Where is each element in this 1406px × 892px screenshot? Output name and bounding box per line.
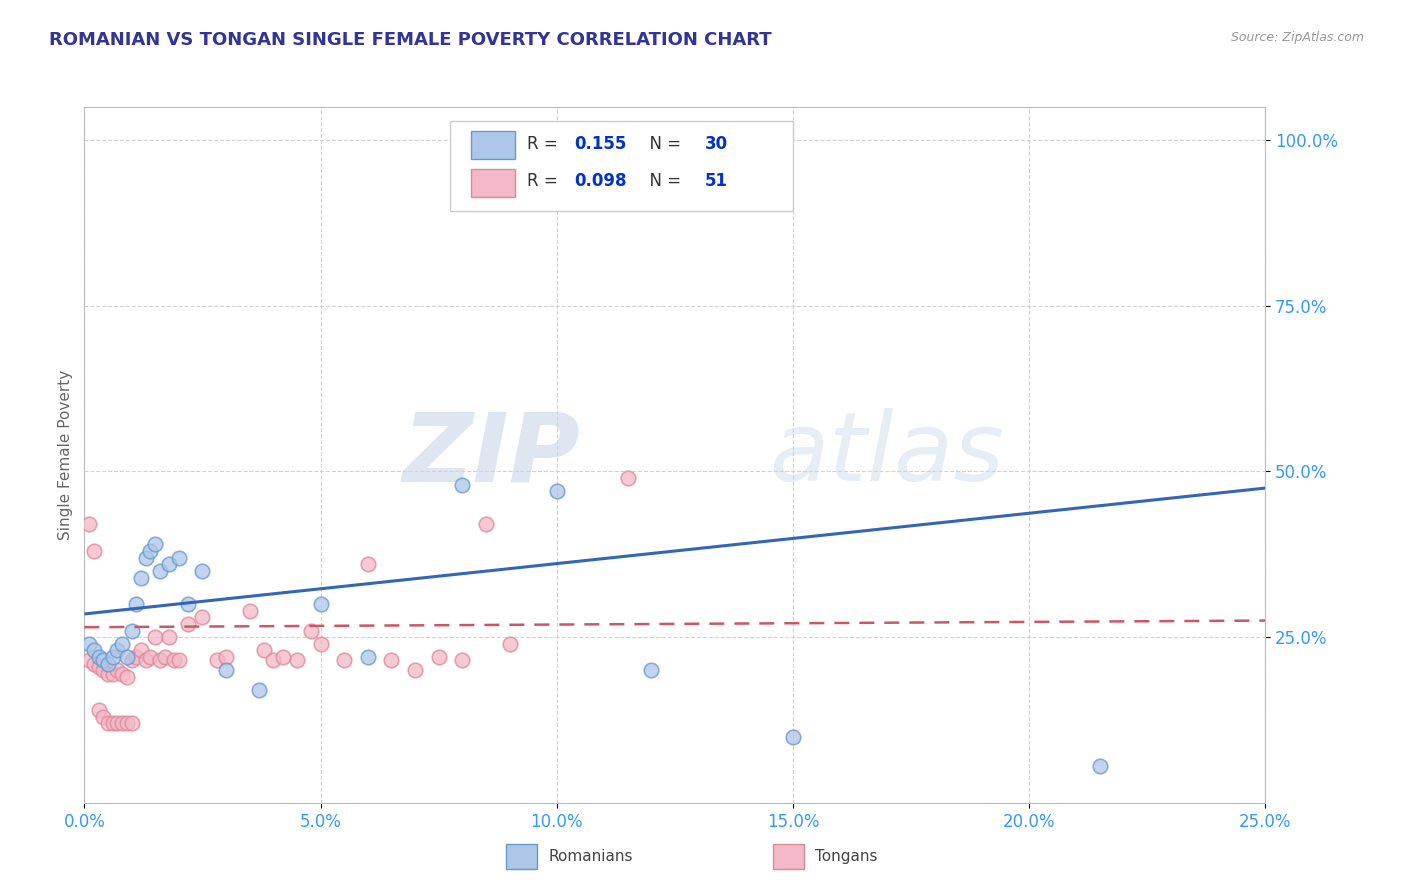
Point [616,471,638,485]
Point [475,517,498,532]
Point [782,730,804,744]
Point [101,650,124,665]
Point [121,653,143,667]
Point [177,616,200,631]
FancyBboxPatch shape [450,121,793,211]
Point [427,650,450,665]
Point [546,484,568,499]
Point [205,653,228,667]
Point [129,643,152,657]
Point [121,624,143,638]
Point [97,657,120,671]
Point [640,663,662,677]
Point [129,570,152,584]
Point [101,666,124,681]
Point [451,477,474,491]
Point [357,650,380,665]
Text: 0.155: 0.155 [575,135,627,153]
Point [157,630,180,644]
Point [1088,759,1111,773]
Point [191,564,214,578]
Text: ZIP: ZIP [402,409,581,501]
Point [77,517,100,532]
Point [247,683,270,698]
Point [125,650,148,665]
Point [153,650,176,665]
Point [498,637,520,651]
FancyBboxPatch shape [471,169,516,197]
Point [101,716,124,731]
Text: 51: 51 [704,172,727,191]
Point [215,650,238,665]
Point [83,657,105,671]
Point [91,709,114,723]
Point [107,663,129,677]
Y-axis label: Single Female Poverty: Single Female Poverty [58,370,73,540]
Text: R =: R = [527,135,564,153]
Point [121,716,143,731]
Text: Romanians: Romanians [548,849,633,863]
Point [271,650,294,665]
Point [177,597,200,611]
Point [143,537,166,551]
Point [451,653,474,667]
Point [163,653,186,667]
Point [309,597,332,611]
Point [135,550,157,565]
Point [111,666,134,681]
Point [115,670,138,684]
Point [115,716,138,731]
Text: N =: N = [640,135,686,153]
FancyBboxPatch shape [471,131,516,159]
Point [143,630,166,644]
Text: ROMANIAN VS TONGAN SINGLE FEMALE POVERTY CORRELATION CHART: ROMANIAN VS TONGAN SINGLE FEMALE POVERTY… [49,31,772,49]
Text: atlas: atlas [769,409,1004,501]
Point [91,663,114,677]
Text: 30: 30 [704,135,727,153]
Point [285,653,308,667]
Text: R =: R = [527,172,564,191]
Point [97,716,120,731]
Point [77,637,100,651]
Point [77,653,100,667]
Point [149,564,172,578]
Point [215,663,238,677]
Point [149,653,172,667]
Point [357,558,380,572]
Point [253,643,276,657]
Text: 0.098: 0.098 [575,172,627,191]
Point [135,653,157,667]
Text: Tongans: Tongans [815,849,877,863]
Point [191,610,214,624]
Point [333,653,356,667]
Point [87,660,110,674]
Point [107,643,129,657]
Point [83,544,105,558]
Point [111,716,134,731]
Point [309,637,332,651]
Point [91,653,114,667]
Point [83,643,105,657]
Point [107,716,129,731]
Point [111,637,134,651]
Point [125,597,148,611]
Point [87,650,110,665]
Point [97,666,120,681]
Point [239,604,262,618]
Point [404,663,426,677]
Text: Source: ZipAtlas.com: Source: ZipAtlas.com [1230,31,1364,45]
Text: N =: N = [640,172,686,191]
Point [167,653,190,667]
Point [115,650,138,665]
Point [139,650,162,665]
Point [299,624,322,638]
Point [87,703,110,717]
Point [139,544,162,558]
Point [380,653,402,667]
Point [157,558,180,572]
Point [262,653,284,667]
Point [167,550,190,565]
Point [475,179,498,194]
